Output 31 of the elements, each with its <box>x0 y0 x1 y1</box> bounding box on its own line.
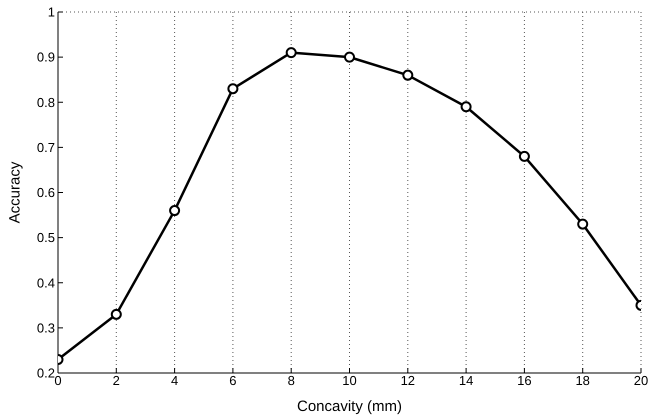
x-tick-label: 18 <box>575 373 590 388</box>
y-tick-label: 1 <box>48 4 55 20</box>
point <box>286 47 297 58</box>
y-tick-label: 0.2 <box>36 366 55 381</box>
y-tick-label: 0.8 <box>36 94 55 110</box>
point <box>169 205 180 216</box>
x-axis-title: Concavity (mm) <box>296 398 402 415</box>
y-tick-label: 0.3 <box>36 320 55 336</box>
x-tick-label: 2 <box>112 373 120 388</box>
y-tick-label: 0.4 <box>36 275 55 290</box>
point <box>402 70 414 81</box>
x-tick-label: 12 <box>400 373 416 388</box>
point <box>518 150 530 162</box>
point <box>227 83 238 94</box>
x-tick-label: 6 <box>229 373 237 388</box>
y-tick-label: 0.9 <box>36 50 55 65</box>
point <box>110 308 122 320</box>
x-tick-label: 20 <box>634 373 648 388</box>
point <box>460 101 472 112</box>
x-tick-label: 14 <box>458 373 474 388</box>
x-tick-label: 10 <box>342 373 357 388</box>
y-axis-title: Accuracy <box>6 161 24 224</box>
point <box>577 218 588 230</box>
point <box>344 52 355 63</box>
x-tick-label: 16 <box>517 373 532 388</box>
x-tick-label: 8 <box>288 373 295 388</box>
y-tick-label: 0.6 <box>36 185 55 200</box>
x-tick-label: 0 <box>54 373 62 388</box>
x-tick-label: 4 <box>170 373 178 388</box>
y-tick-label: 0.5 <box>36 230 55 246</box>
y-tick-label: 0.7 <box>36 140 55 155</box>
